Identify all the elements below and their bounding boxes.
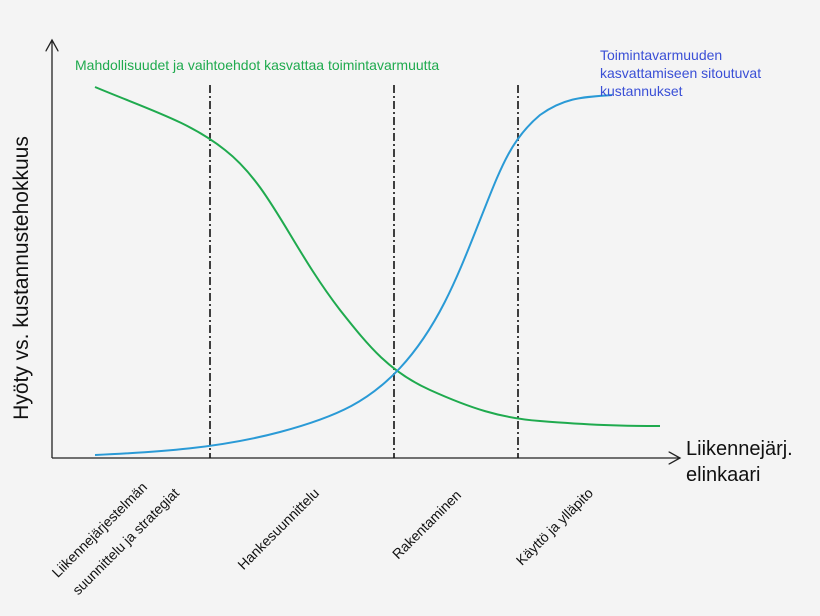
green-curve <box>94 86 661 427</box>
y-axis-label: Hyöty vs. kustannustehokkuus <box>10 136 33 420</box>
phase-label: Hankesuunnittelu <box>234 485 322 573</box>
x-axis-label: elinkaari <box>686 464 760 486</box>
phase-label: Käyttö ja ylläpito <box>513 485 597 569</box>
phase-label: Rakentaminen <box>389 487 464 562</box>
x-axis-label: Liikennejärj. <box>686 438 793 460</box>
blue-label: kustannukset <box>600 83 683 99</box>
blue-label: kasvattamiseen sitoutuvat <box>600 65 761 81</box>
green-label: Mahdollisuudet ja vaihtoehdot kasvattaa … <box>75 57 439 73</box>
blue-curve <box>94 94 613 456</box>
blue-label: Toimintavarmuuden <box>600 47 722 63</box>
phase-dividers <box>209 85 519 458</box>
